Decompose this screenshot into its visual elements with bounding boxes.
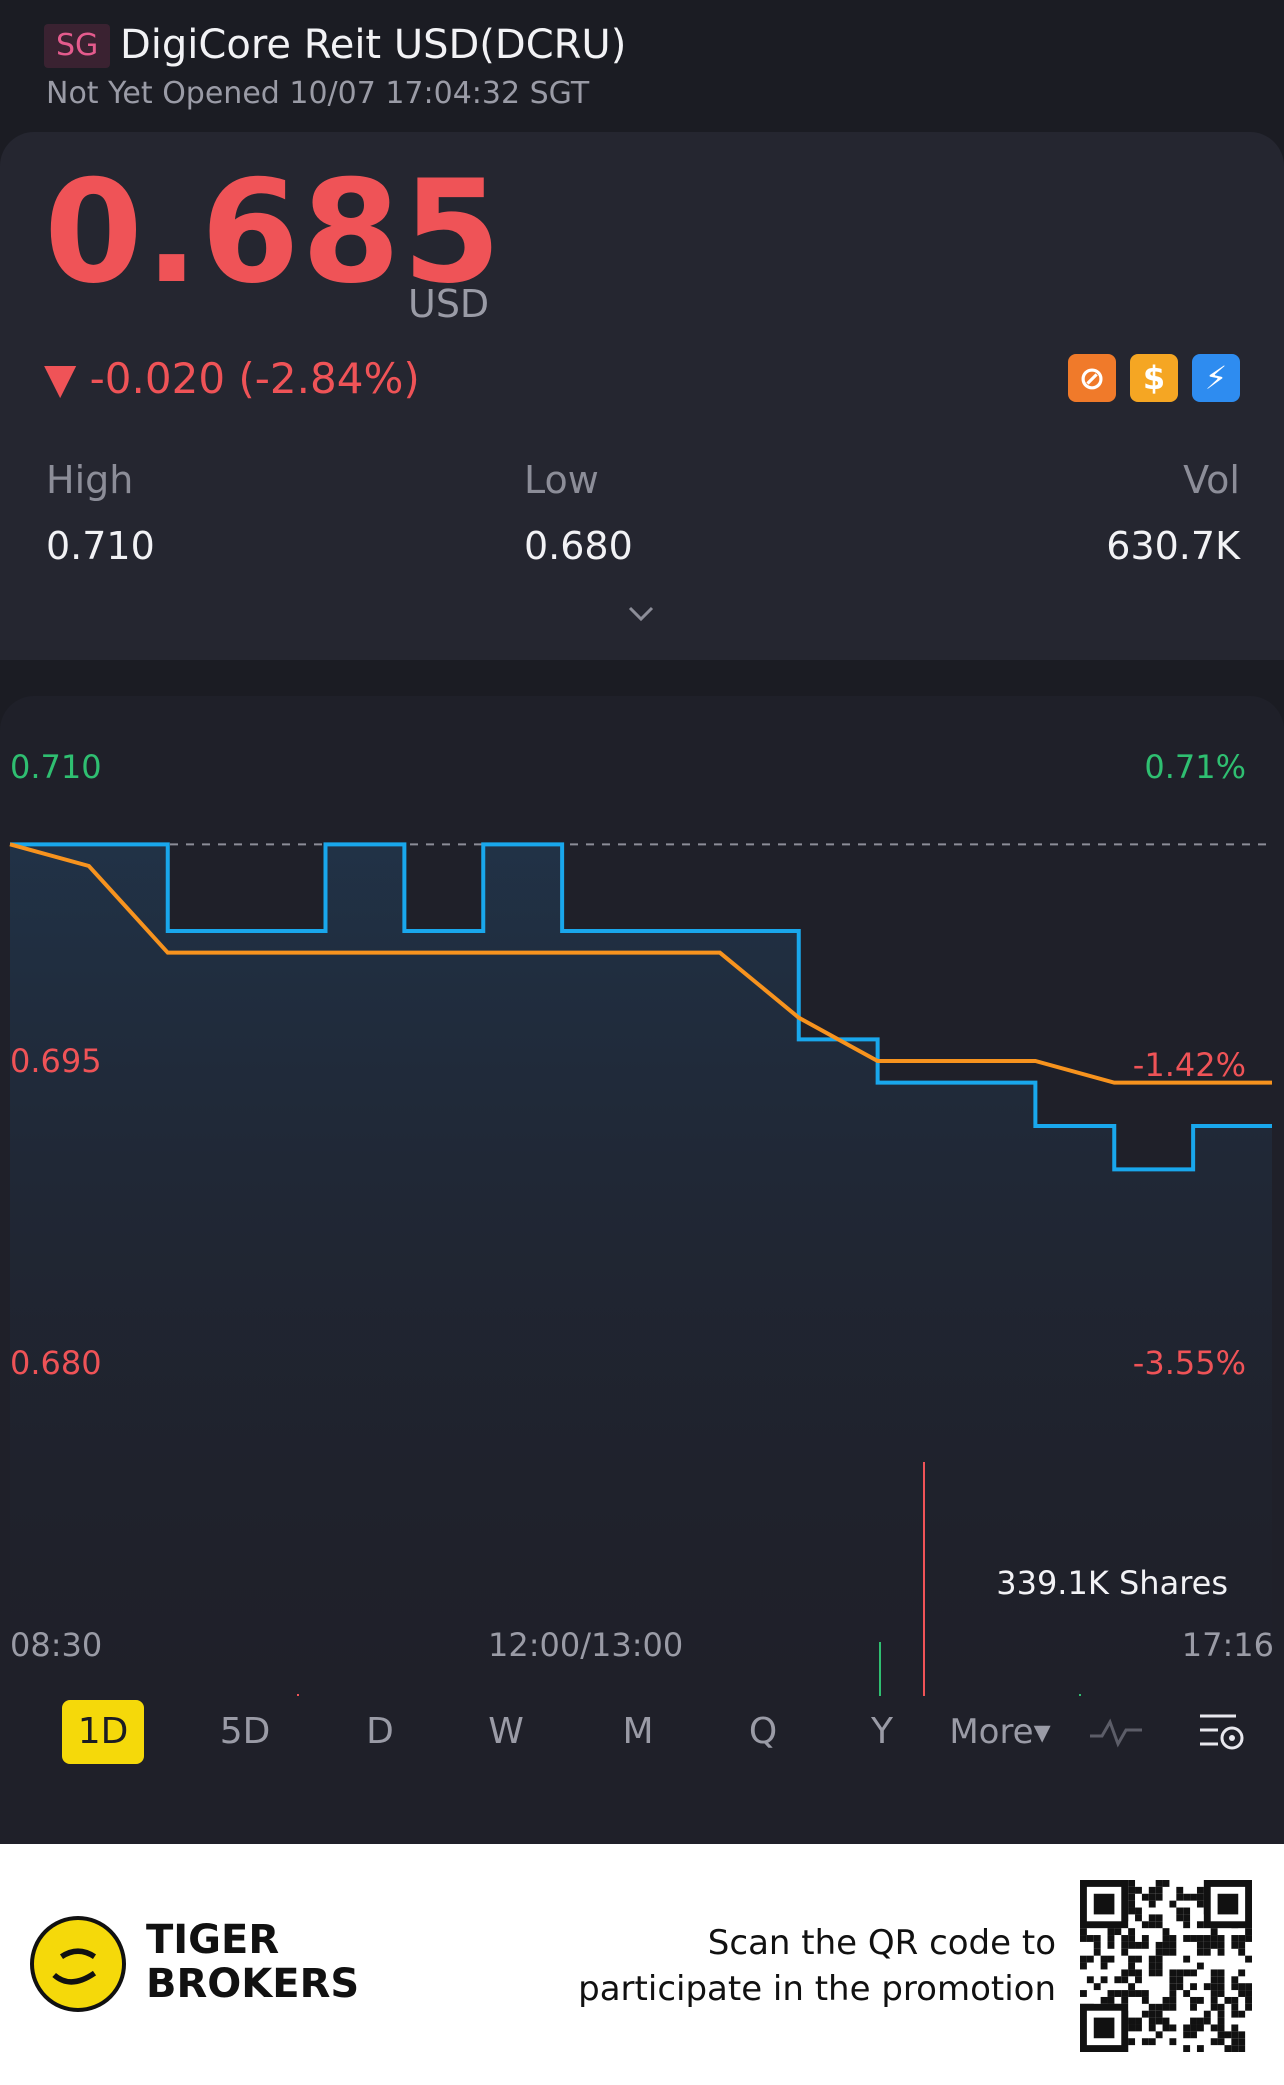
volume-label: 339.1K Shares: [996, 1564, 1228, 1602]
brand-name: TIGER BROKERS: [146, 1918, 359, 2006]
y-axis-label: 0.695: [10, 1042, 102, 1080]
quote-card: 0.685 USD ▼ -0.020 (-2.84%) ⊘ $ ⚡ High 0…: [0, 132, 1284, 660]
period-week[interactable]: W: [488, 1711, 524, 1752]
market-status: Not Yet Opened 10/07 17:04:32 SGT: [46, 76, 590, 111]
period-month[interactable]: M: [622, 1711, 654, 1752]
dividend-icon[interactable]: $: [1130, 354, 1178, 402]
average-line: [9, 842, 1272, 1085]
last-price: 0.685: [44, 150, 504, 315]
period-year[interactable]: Y: [871, 1711, 893, 1752]
stat-low-label: Low: [524, 458, 599, 502]
period-5d[interactable]: 5D: [219, 1711, 271, 1752]
stock-flags: ⊘ $ ⚡: [1068, 354, 1240, 402]
intraday-chart[interactable]: [0, 696, 1284, 1696]
tiger-logo-icon: [30, 1916, 126, 2012]
stat-volume-label: Vol: [1183, 458, 1240, 502]
y-axis-pct-label: -1.42%: [1132, 1046, 1246, 1084]
stat-high-label: High: [46, 458, 134, 502]
brand-line-1: TIGER: [146, 1917, 280, 1963]
market-badge: SG: [44, 24, 111, 68]
chart-settings-icon[interactable]: [1196, 1708, 1248, 1756]
brand-line-2: BROKERS: [146, 1961, 360, 2007]
stat-volume: Vol 630.7K: [1106, 458, 1240, 568]
promo-line-2: participate in the promotion: [578, 1969, 1056, 2009]
period-quarter[interactable]: Q: [748, 1711, 778, 1752]
stat-low-value: 0.680: [524, 524, 633, 568]
y-axis-label: 0.680: [10, 1344, 102, 1382]
promo-line-1: Scan the QR code to: [707, 1923, 1056, 1963]
period-more[interactable]: More▾: [949, 1712, 1051, 1752]
x-axis-label: 12:00/13:00: [488, 1626, 684, 1664]
stat-high-value: 0.710: [46, 524, 155, 568]
x-axis-label: 08:30: [10, 1626, 103, 1664]
chart-card[interactable]: 0.710 0.695 0.680 0.71% -1.42% -3.55% 33…: [0, 696, 1284, 1844]
y-axis-label: 0.710: [10, 748, 102, 786]
stat-volume-value: 630.7K: [1106, 524, 1240, 568]
header: SG DigiCore Reit USD(DCRU) Not Yet Opene…: [0, 0, 1284, 130]
flash-icon[interactable]: ⚡: [1192, 354, 1240, 402]
y-axis-pct-label: 0.71%: [1144, 748, 1246, 786]
chevron-down-icon[interactable]: [626, 598, 656, 628]
stock-title: DigiCore Reit USD(DCRU): [120, 22, 627, 68]
period-1d[interactable]: 1D: [62, 1700, 144, 1764]
period-day[interactable]: D: [366, 1711, 394, 1752]
qr-code-icon[interactable]: [1080, 1880, 1252, 2052]
price-change: ▼ -0.020 (-2.84%): [44, 354, 420, 403]
no-shorting-icon[interactable]: ⊘: [1068, 354, 1116, 402]
x-axis-label: 17:16: [1181, 1626, 1274, 1664]
price-area: [10, 844, 1272, 1696]
price-line: [10, 842, 1272, 1172]
promo-footer: TIGER BROKERS Scan the QR code to partic…: [0, 1844, 1284, 2085]
price-currency: USD: [408, 282, 490, 326]
promo-text: Scan the QR code to participate in the p…: [578, 1920, 1056, 2012]
period-selector: 1D 5D D W M Q Y More▾: [0, 1700, 1284, 1784]
indicator-icon[interactable]: [1088, 1714, 1144, 1750]
y-axis-pct-label: -3.55%: [1132, 1344, 1246, 1382]
stat-high: High 0.710: [46, 458, 155, 568]
stat-low: Low 0.680: [524, 458, 633, 568]
